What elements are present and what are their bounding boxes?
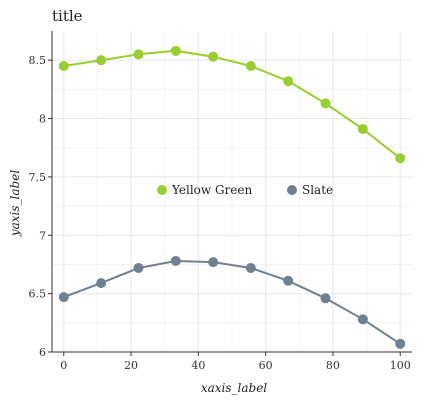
data-point-yellow-green — [245, 61, 256, 72]
y-tick-label: 8 — [39, 113, 46, 126]
data-point-slate — [357, 314, 368, 325]
data-point-slate — [208, 257, 219, 268]
data-point-slate — [96, 278, 107, 289]
data-point-yellow-green — [320, 98, 331, 109]
axes: 0 20 40 60 80 100 6 6.5 7 7.5 8 8.5 — [29, 31, 412, 372]
data-point-slate — [133, 262, 144, 273]
data-point-slate — [58, 292, 69, 303]
legend: Yellow Green Slate — [157, 183, 333, 197]
data-point-yellow-green — [208, 51, 219, 62]
legend-label-slate: Slate — [302, 183, 333, 197]
data-point-yellow-green — [170, 45, 181, 56]
x-tick-label: 60 — [259, 359, 273, 372]
x-tick-label: 20 — [124, 359, 138, 372]
data-point-yellow-green — [357, 124, 368, 135]
data-point-slate — [170, 255, 181, 266]
y-tick-label: 7.5 — [29, 171, 47, 184]
x-tick-label: 100 — [390, 359, 411, 372]
x-tick-label: 40 — [191, 359, 205, 372]
x-tick-label: 0 — [60, 359, 67, 372]
y-axis-label: yaxis_label — [8, 170, 22, 237]
data-point-yellow-green — [283, 76, 294, 87]
data-point-yellow-green — [58, 61, 69, 72]
legend-label-yellow-green: Yellow Green — [171, 183, 252, 197]
data-point-slate — [395, 338, 406, 349]
data-point-slate — [245, 262, 256, 273]
y-tick-label: 8.5 — [29, 54, 47, 67]
series-layer — [58, 45, 406, 349]
legend-marker-yellow-green — [157, 185, 167, 195]
chart-title: title — [52, 7, 83, 25]
legend-marker-slate — [287, 185, 297, 195]
x-tick-label: 80 — [326, 359, 340, 372]
data-point-yellow-green — [133, 49, 144, 60]
series-line-slate — [63, 259, 401, 345]
data-point-slate — [320, 293, 331, 304]
data-point-yellow-green — [395, 153, 406, 164]
data-point-slate — [283, 275, 294, 286]
y-tick-label: 6.5 — [29, 288, 47, 301]
data-point-yellow-green — [96, 55, 107, 66]
x-axis-label: xaxis_label — [201, 381, 267, 395]
series-line-yellow-green — [63, 49, 401, 159]
y-tick-label: 7 — [39, 229, 46, 242]
y-tick-label: 6 — [39, 346, 46, 359]
